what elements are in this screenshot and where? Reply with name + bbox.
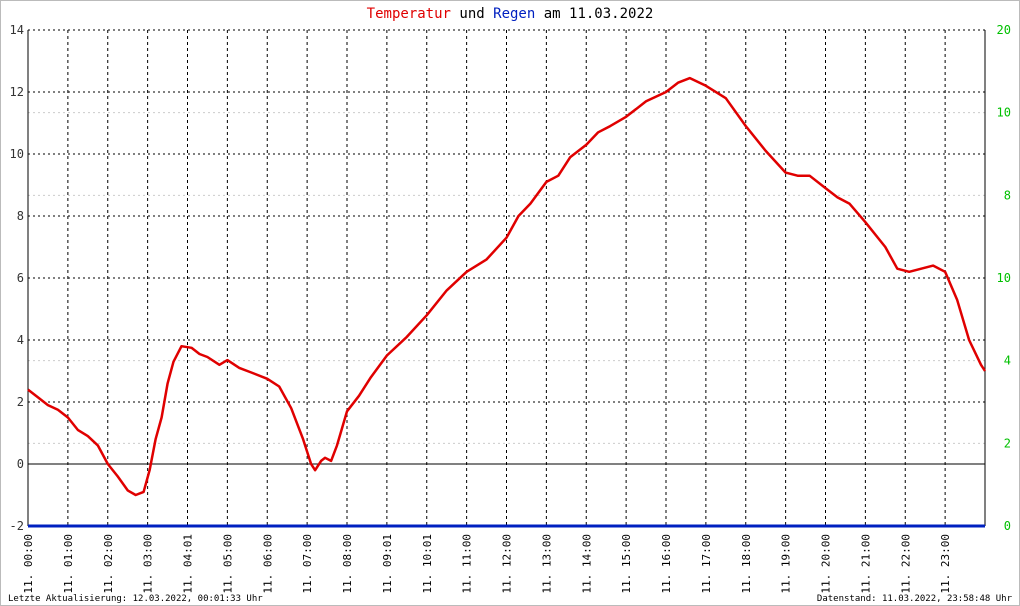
y-tick-label: 10 (10, 147, 24, 161)
x-tick-label: 11. 04:01 (182, 534, 195, 594)
x-tick-label: 11. 08:00 (341, 534, 354, 594)
x-tick-label: 11. 14:00 (580, 534, 593, 594)
y-tick-label: 8 (17, 209, 24, 223)
x-tick-label: 11. 07:00 (301, 534, 314, 594)
x-tick-label: 11. 22:00 (899, 534, 912, 594)
y2-tick-label: 8 (1004, 188, 1011, 202)
footer-right: Datenstand: 11.03.2022, 23:58:48 Uhr (817, 594, 1013, 604)
x-tick-label: 11. 11:00 (461, 534, 474, 594)
y-tick-label: 2 (17, 395, 24, 409)
x-tick-label: 11. 01:00 (62, 534, 75, 594)
y2-tick-label: 4 (1004, 354, 1011, 368)
footer-left: Letzte Aktualisierung: 12.03.2022, 00:01… (8, 594, 263, 604)
x-tick-label: 11. 20:00 (820, 534, 833, 594)
title-temp: Temperatur (367, 6, 451, 22)
x-tick-label: 11. 16:00 (660, 534, 673, 594)
x-tick-label: 11. 05:00 (221, 534, 234, 594)
y-tick-label: -2 (10, 519, 24, 533)
title-rain: Regen (493, 6, 535, 22)
x-tick-label: 11. 15:00 (620, 534, 633, 594)
x-tick-label: 11. 03:00 (142, 534, 155, 594)
y2-tick-label: 10 (997, 106, 1011, 120)
x-tick-label: 11. 09:01 (381, 534, 394, 594)
title-date: am 11.03.2022 (544, 6, 654, 22)
y2-tick-label: 2 (1004, 436, 1011, 450)
y2-tick-label: 0 (1004, 519, 1011, 533)
x-tick-label: 11. 10:01 (421, 534, 434, 594)
x-tick-label: 11. 23:00 (939, 534, 952, 594)
y2-tick-label: 20 (997, 23, 1011, 37)
x-tick-label: 11. 12:00 (501, 534, 514, 594)
x-tick-label: 11. 00:00 (22, 534, 35, 594)
x-tick-label: 11. 06:00 (261, 534, 274, 594)
y2-tick-label: 10 (997, 271, 1011, 285)
y-tick-label: 14 (10, 23, 24, 37)
y-tick-label: 6 (17, 271, 24, 285)
x-tick-label: 11. 17:00 (700, 534, 713, 594)
x-tick-label: 11. 02:00 (102, 534, 115, 594)
x-tick-label: 11. 19:00 (780, 534, 793, 594)
x-tick-label: 11. 18:00 (740, 534, 753, 594)
x-tick-label: 11. 21:00 (859, 534, 872, 594)
x-tick-label: 11. 13:00 (540, 534, 553, 594)
title-connector: und (459, 6, 484, 22)
y-tick-label: 0 (17, 457, 24, 471)
chart-title: Temperatur und Regen am 11.03.2022 (367, 6, 654, 22)
y-tick-label: 4 (17, 333, 24, 347)
series-line (27, 76, 987, 497)
y-tick-label: 12 (10, 85, 24, 99)
